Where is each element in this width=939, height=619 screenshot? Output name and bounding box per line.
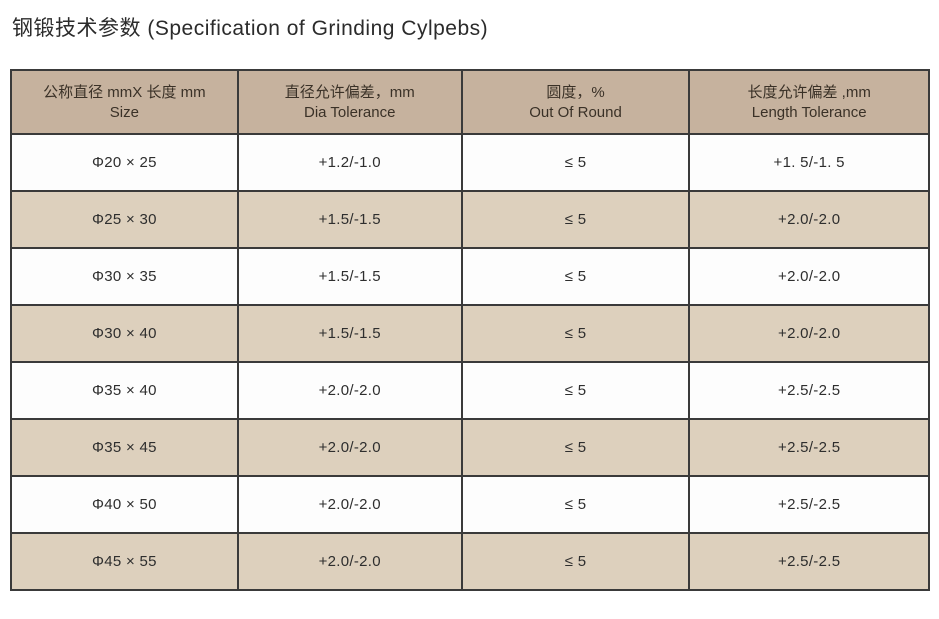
table-row: Φ20 × 25 +1.2/-1.0 ≤ 5 +1. 5/-1. 5: [10, 133, 930, 192]
table-cell: +1.2/-1.0: [236, 133, 463, 192]
column-header-out-of-round: 圆度，% Out Of Round: [460, 69, 691, 135]
table-cell: Φ40 × 50: [10, 475, 239, 534]
table-cell: +2.5/-2.5: [688, 418, 930, 477]
table-cell: +1. 5/-1. 5: [688, 133, 930, 192]
header-row: 公称直径 mmX 长度 mm Size 直径允许偏差，mm Dia Tolera…: [10, 69, 930, 135]
spec-table-body: Φ20 × 25 +1.2/-1.0 ≤ 5 +1. 5/-1. 5 Φ25 × 30 +…: [10, 133, 930, 591]
column-header-dia-tolerance: 直径允许偏差，mm Dia Tolerance: [236, 69, 463, 135]
table-cell: +2.0/-2.0: [688, 247, 930, 306]
table-cell: Φ25 × 30: [10, 190, 239, 249]
table-cell: +2.5/-2.5: [688, 475, 930, 534]
table-cell: +1.5/-1.5: [236, 190, 463, 249]
table-cell: +1.5/-1.5: [236, 247, 463, 306]
column-header-out-of-round-zh: 圆度，%: [546, 83, 605, 101]
table-cell: ≤ 5: [460, 475, 691, 534]
table-row: Φ35 × 40 +2.0/-2.0 ≤ 5 +2.5/-2.5: [10, 361, 930, 420]
column-header-length-tolerance: 长度允许偏差 ,mm Length Tolerance: [688, 69, 930, 135]
table-row: Φ45 × 55 +2.0/-2.0 ≤ 5 +2.5/-2.5: [10, 532, 930, 591]
table-cell: +2.0/-2.0: [688, 190, 930, 249]
table-row: Φ35 × 45 +2.0/-2.0 ≤ 5 +2.5/-2.5: [10, 418, 930, 477]
table-row: Φ30 × 40 +1.5/-1.5 ≤ 5 +2.0/-2.0: [10, 304, 930, 363]
column-header-length-tolerance-zh: 长度允许偏差 ,mm: [747, 83, 871, 101]
column-header-length-tolerance-en: Length Tolerance: [751, 103, 867, 121]
column-header-out-of-round-en: Out Of Round: [529, 103, 622, 121]
table-cell: Φ35 × 40: [10, 361, 239, 420]
table-cell: +1.5/-1.5: [236, 304, 463, 363]
table-cell: Φ30 × 40: [10, 304, 239, 363]
table-cell: Φ30 × 35: [10, 247, 239, 306]
table-cell: ≤ 5: [460, 532, 691, 591]
table-row: Φ25 × 30 +1.5/-1.5 ≤ 5 +2.0/-2.0: [10, 190, 930, 249]
spec-table-header: 公称直径 mmX 长度 mm Size 直径允许偏差，mm Dia Tolera…: [10, 69, 930, 135]
table-cell: ≤ 5: [460, 361, 691, 420]
table-cell: Φ20 × 25: [10, 133, 239, 192]
table-cell: +2.5/-2.5: [688, 532, 930, 591]
table-cell: Φ35 × 45: [10, 418, 239, 477]
table-cell: ≤ 5: [460, 304, 691, 363]
table-row: Φ40 × 50 +2.0/-2.0 ≤ 5 +2.5/-2.5: [10, 475, 930, 534]
column-header-size-zh: 公称直径 mmX 长度 mm: [43, 83, 206, 101]
column-header-size: 公称直径 mmX 长度 mm Size: [10, 69, 239, 135]
table-cell: ≤ 5: [460, 247, 691, 306]
table-row: Φ30 × 35 +1.5/-1.5 ≤ 5 +2.0/-2.0: [10, 247, 930, 306]
table-cell: +2.0/-2.0: [236, 532, 463, 591]
spec-table: 公称直径 mmX 长度 mm Size 直径允许偏差，mm Dia Tolera…: [10, 69, 930, 591]
column-header-dia-tolerance-zh: 直径允许偏差，mm: [284, 83, 415, 101]
table-cell: Φ45 × 55: [10, 532, 239, 591]
table-cell: ≤ 5: [460, 190, 691, 249]
page-title: 钢锻技术参数 (Specification of Grinding Cylpeb…: [12, 17, 489, 40]
table-cell: ≤ 5: [460, 418, 691, 477]
table-cell: +2.0/-2.0: [236, 361, 463, 420]
table-cell: +2.0/-2.0: [688, 304, 930, 363]
table-cell: ≤ 5: [460, 133, 691, 192]
table-cell: +2.0/-2.0: [236, 418, 463, 477]
table-cell: +2.0/-2.0: [236, 475, 463, 534]
column-header-size-en: Size: [109, 103, 139, 121]
column-header-dia-tolerance-en: Dia Tolerance: [304, 103, 396, 121]
table-cell: +2.5/-2.5: [688, 361, 930, 420]
